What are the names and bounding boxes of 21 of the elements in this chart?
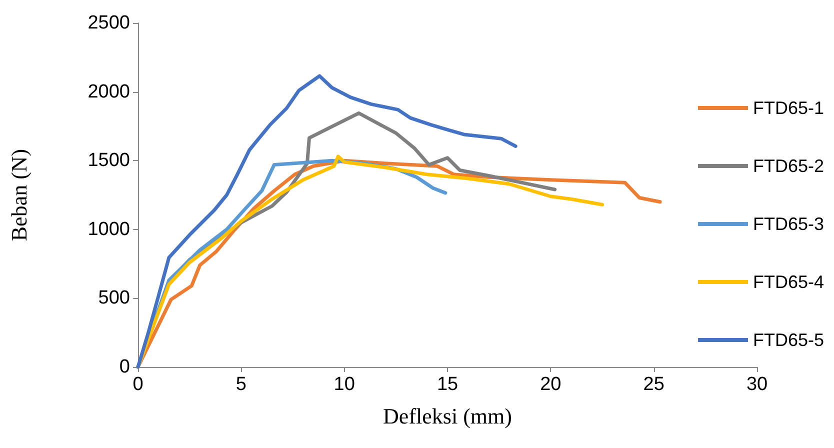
- y-tick-label: 1000: [88, 218, 130, 240]
- x-tick-label: 0: [132, 374, 144, 395]
- legend-label: FTD65-3: [752, 214, 824, 234]
- x-tick-label: 25: [643, 374, 664, 395]
- y-tick-label: 0: [119, 356, 130, 378]
- legend-label: FTD65-2: [752, 156, 824, 176]
- x-tick-label: 15: [436, 374, 458, 395]
- x-axis-title: Defleksi (mm): [383, 404, 512, 428]
- y-tick-label: 1500: [88, 150, 130, 172]
- legend-label: FTD65-5: [752, 330, 824, 350]
- y-tick-label: 500: [98, 288, 130, 309]
- y-tick-label: 2000: [88, 81, 130, 102]
- x-tick-label: 10: [334, 374, 355, 395]
- x-tick-label: 30: [746, 374, 768, 395]
- y-tick-label: 2500: [88, 12, 130, 34]
- y-axis-title: Beban (N): [6, 148, 32, 242]
- legend-label: FTD65-4: [752, 272, 824, 292]
- x-tick-label: 5: [236, 374, 246, 395]
- x-tick-label: 20: [540, 374, 562, 395]
- legend-label: FTD65-1: [752, 98, 824, 118]
- line-series: [136, 74, 518, 369]
